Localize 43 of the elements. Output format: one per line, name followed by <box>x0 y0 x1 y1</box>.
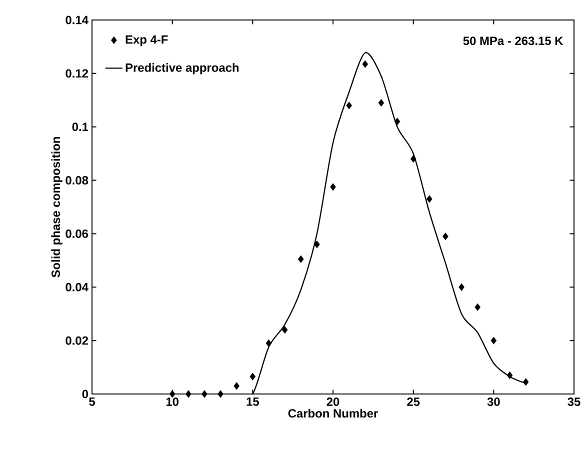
point <box>346 102 352 110</box>
y-tick-label: 0.04 <box>66 282 88 292</box>
x-axis-title: Carbon Number <box>288 408 378 418</box>
point <box>506 372 513 380</box>
point <box>218 390 224 398</box>
point <box>522 378 529 386</box>
point <box>314 240 320 248</box>
point <box>442 232 448 240</box>
x-tick-label: 35 <box>568 398 580 406</box>
point <box>490 336 497 344</box>
x-tick-label: 15 <box>246 398 259 406</box>
point <box>298 255 304 263</box>
x-tick-label: 25 <box>407 398 420 406</box>
point <box>186 390 192 398</box>
point <box>282 326 288 334</box>
y-tick-label: 0.06 <box>66 229 88 238</box>
point <box>458 283 464 291</box>
point <box>169 390 176 398</box>
legend-label: Predictive approach <box>126 63 239 74</box>
point <box>266 339 272 348</box>
point <box>410 155 416 163</box>
point <box>202 390 208 398</box>
y-tick-label: 0 <box>82 390 88 398</box>
y-axis-title: Solid phase composition <box>51 136 62 278</box>
y-tick-label: 0.02 <box>66 336 88 345</box>
point <box>234 382 240 390</box>
point <box>362 60 368 68</box>
annotation: 50 MPa - 263.15 K <box>463 36 564 46</box>
x-tick-label: 20 <box>326 398 340 406</box>
point <box>330 183 336 191</box>
point <box>394 118 400 126</box>
x-tick-label: 10 <box>166 398 178 406</box>
y-tick-label: 0.12 <box>66 69 88 78</box>
legend-label: Exp 4-F <box>126 35 168 46</box>
x-tick-label: 30 <box>487 398 500 406</box>
x-tick-label: 5 <box>89 398 95 406</box>
point <box>378 99 384 107</box>
y-tick-label: 0.08 <box>66 176 88 185</box>
point <box>250 372 256 380</box>
point <box>426 195 432 203</box>
y-tick-label: 0.14 <box>66 16 88 24</box>
y-tick-label: 0.1 <box>72 122 88 132</box>
point <box>474 303 481 311</box>
